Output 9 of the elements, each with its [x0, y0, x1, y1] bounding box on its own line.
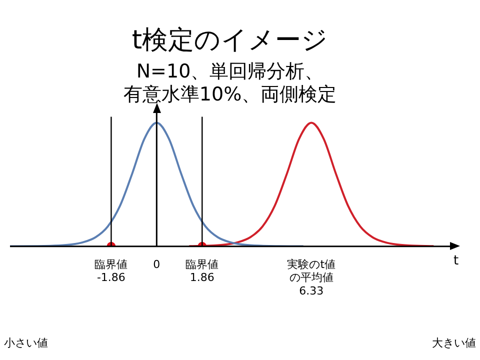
x-tick-label: 臨界値 1.86 — [186, 258, 219, 284]
x-tick-label: 実験のt値の平均値 6.33 — [287, 258, 336, 298]
text: 大きい値 — [432, 336, 476, 350]
x-tick-label: 臨界値 -1.86 — [94, 258, 128, 284]
chart-subtitle: N=10、単回帰分析、有意水準10%、両側検定 — [123, 60, 337, 106]
x-tick-label: 0 — [153, 258, 160, 271]
text: 小さい値 — [4, 336, 48, 350]
x-axis-title: t — [453, 253, 459, 268]
chart-title: t検定のイメージ — [132, 25, 328, 56]
